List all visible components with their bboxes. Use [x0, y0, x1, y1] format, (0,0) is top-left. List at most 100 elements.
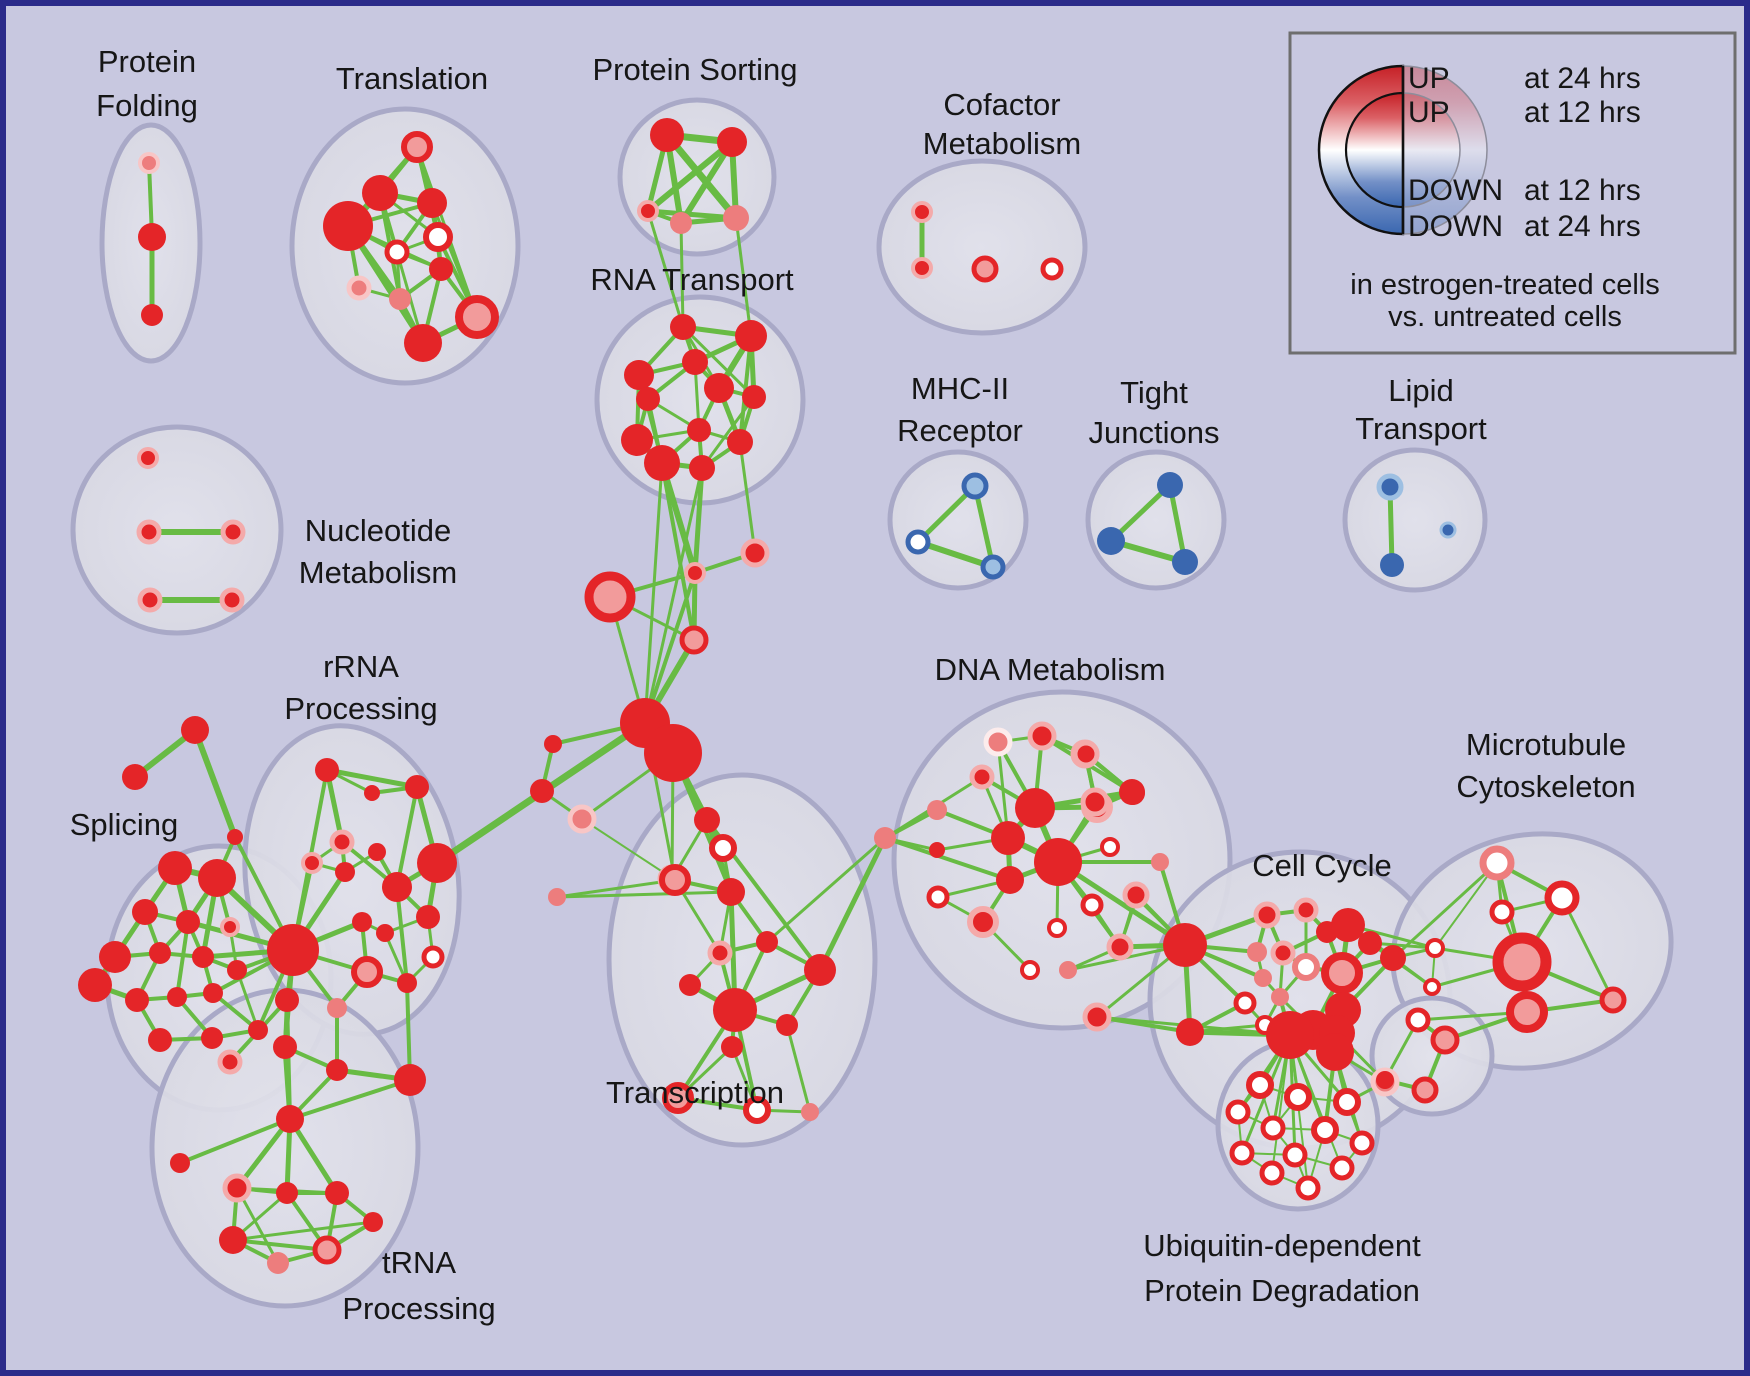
cluster-label-rt: RNA Transport: [590, 262, 794, 297]
node-ub-1: [1316, 1033, 1354, 1071]
node-ch-0: [684, 562, 706, 584]
edge-link: [817, 835, 888, 973]
node-ch-2: [584, 571, 636, 623]
edge-tj: [1167, 482, 1188, 565]
node-cc-3: [1122, 881, 1150, 909]
node-cc-22: [1380, 945, 1406, 971]
node-tc-7: [804, 954, 836, 986]
edge-rr: [395, 885, 409, 985]
node-cc-10: [1358, 931, 1382, 955]
node-ps-3: [670, 212, 692, 234]
edge-mt: [1560, 896, 1615, 1002]
node-ps-2: [637, 200, 659, 222]
node-ps-0: [650, 118, 684, 152]
node-mt-3: [1425, 938, 1445, 958]
cluster-label-dn: DNA Metabolism: [935, 652, 1166, 687]
node-rr-16: [275, 988, 299, 1012]
node-dn-1: [983, 727, 1013, 757]
cluster-label-ub: Protein Degradation: [1144, 1273, 1420, 1308]
edge-rr: [324, 767, 420, 790]
node-sp-14: [167, 987, 187, 1007]
node-rt-8: [621, 424, 653, 456]
node-ub-5: [1225, 1099, 1251, 1125]
node-tr-1: [362, 175, 398, 211]
node-tj-0: [1157, 472, 1183, 498]
node-cc-15: [1254, 969, 1272, 987]
cluster-label-tn: tRNA: [382, 1245, 456, 1280]
edge-rr: [395, 785, 419, 889]
node-dn-0: [874, 827, 896, 849]
node-tc-12: [743, 1096, 771, 1124]
node-mt-2: [1489, 899, 1515, 925]
node-rr-17: [327, 998, 347, 1018]
node-sp-0: [181, 716, 209, 744]
cluster-label-mt: Cytoskeleton: [1456, 769, 1635, 804]
node-sat-1: [530, 779, 554, 803]
node-mt-6: [1506, 991, 1548, 1033]
node-tn-1: [170, 1153, 190, 1173]
edge-ps: [678, 139, 735, 226]
edge-link: [555, 878, 677, 899]
node-mt-5: [1492, 932, 1552, 992]
node-sat-0: [544, 735, 562, 753]
node-cc-12: [1270, 940, 1296, 966]
node-rt-4: [704, 373, 734, 403]
legend-row-time-3: at 24 hrs: [1524, 210, 1641, 243]
cluster-label-cc: Cell Cycle: [1252, 848, 1392, 883]
cluster-ellipse-lp: [1342, 447, 1488, 593]
node-ch-1: [740, 538, 770, 568]
node-tn-7: [267, 1252, 289, 1274]
node-cc-11: [1247, 942, 1267, 962]
node-tc-4: [756, 931, 778, 953]
node-cf-2: [971, 255, 999, 283]
node-ub-11: [1329, 1155, 1355, 1181]
cluster-label-tr: Translation: [336, 61, 488, 96]
node-rr-7: [368, 843, 386, 861]
node-dn-2: [1027, 721, 1057, 751]
cluster-label-mh: MHC-II: [911, 371, 1009, 406]
edge-link: [679, 221, 685, 329]
edge-dn: [883, 836, 1012, 882]
node-sat-3: [548, 888, 566, 906]
node-rt-7: [687, 418, 711, 442]
node-rr-1: [315, 758, 339, 782]
edge-link: [288, 1078, 412, 1121]
node-cf-3: [1040, 257, 1064, 281]
node-sp-8: [99, 941, 131, 973]
edge-link: [435, 789, 544, 865]
node-ub-9: [1229, 1140, 1255, 1166]
node-tr-3: [323, 201, 373, 251]
node-cc-13: [1292, 953, 1320, 981]
cluster-label-ub: Ubiquitin-dependent: [1143, 1228, 1421, 1263]
edge-link: [581, 818, 676, 881]
node-tc-8: [713, 988, 757, 1032]
cluster-label-tj: Tight: [1120, 375, 1188, 410]
node-pf-0: [138, 152, 160, 174]
node-tc-2: [659, 864, 691, 896]
node-ch-3: [679, 625, 709, 655]
node-cc-0: [1072, 740, 1100, 768]
node-nc-0: [137, 447, 159, 469]
node-sp-17: [201, 1027, 223, 1049]
node-rr-5: [301, 852, 323, 874]
edge-rt: [681, 325, 756, 399]
node-sp-7: [220, 917, 240, 937]
cluster-label-mt: Microtubule: [1466, 727, 1626, 762]
node-cc-17: [1233, 991, 1257, 1015]
node-rr-9: [417, 843, 457, 883]
cluster-label-pf: Protein: [98, 44, 196, 79]
cluster-label-lp: Lipid: [1388, 373, 1454, 408]
node-dn-20: [1059, 961, 1077, 979]
node-mt-10: [1376, 1071, 1394, 1089]
node-dn-9: [1100, 837, 1120, 857]
edge-mh: [972, 483, 996, 570]
edge-rt: [700, 395, 756, 470]
node-ub-8: [1349, 1130, 1375, 1156]
node-sp-11: [227, 960, 247, 980]
node-nc-2: [220, 519, 246, 545]
node-rr-14: [351, 956, 383, 988]
node-dn-22: [1106, 933, 1134, 961]
node-dn-5: [927, 800, 947, 820]
edge-ps: [663, 131, 740, 222]
node-lp-1: [1380, 553, 1404, 577]
